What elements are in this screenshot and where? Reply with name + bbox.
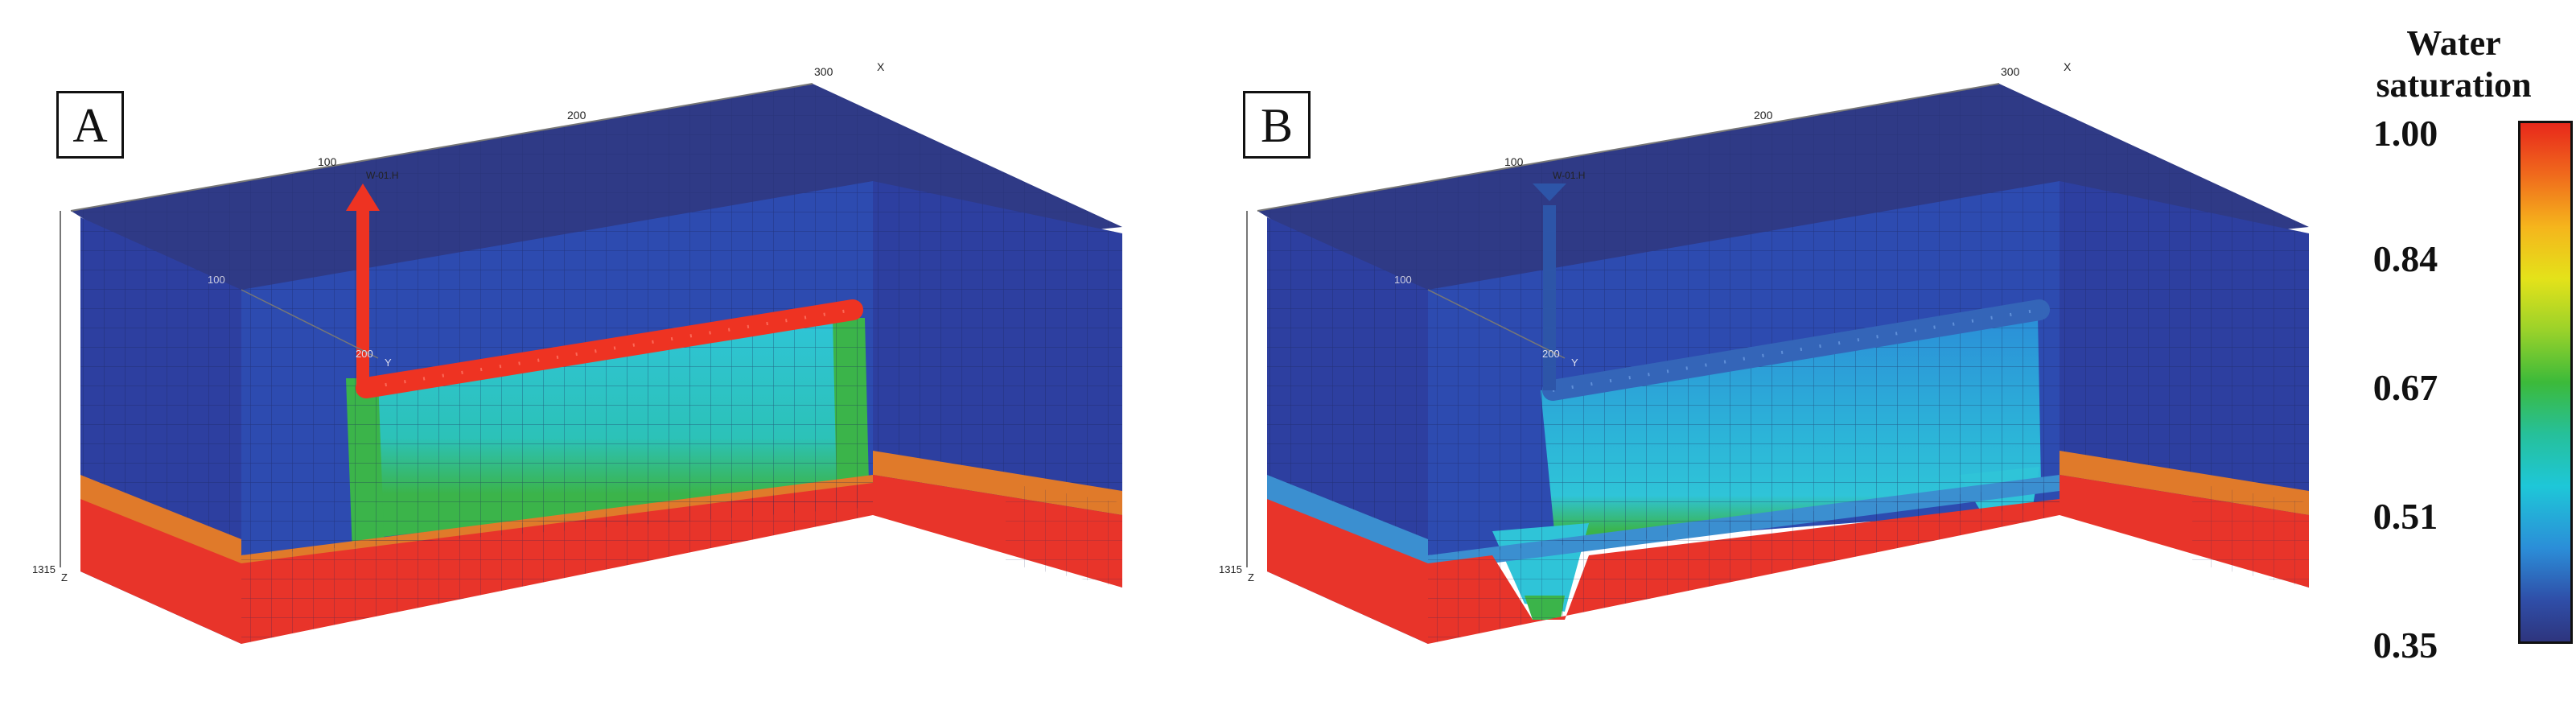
axis-x-label: X [877,60,885,73]
axis-y-label: Y [385,357,392,369]
tick-x3: 300 [2001,65,2020,78]
legend-tick-3: 0.67 [2372,367,2438,408]
legend-tick-max: 1.00 [2372,113,2438,154]
tick-z: 1315 [32,563,56,575]
tick-y1: 100 [1394,274,1412,286]
well-label: W-01.H [366,170,398,181]
reservoir-model-b: 100 200 300 X 100 200 Y 1315 Z W-01.H [1219,60,2309,644]
legend-tick-min: 0.35 [2372,625,2438,666]
well-funnel-icon [1533,183,1566,201]
tick-y2: 200 [1542,348,1560,360]
color-legend: Water saturation 1.00 0.84 0.67 0.51 0.3… [2333,0,2576,701]
well-pipe [356,208,369,393]
tick-x1: 100 [1504,155,1524,168]
axis-z-label: Z [61,571,68,583]
panel-b: 100 200 300 X 100 200 Y 1315 Z W-01.H B [1187,0,2329,701]
legend-title: Water saturation [2333,23,2574,106]
legend-title-line2: saturation [2376,65,2532,105]
tick-x1: 100 [318,155,337,168]
axis-y-label: Y [1571,357,1578,369]
well-arrow-icon [346,183,380,211]
well-pipe [1543,205,1556,390]
tick-y1: 100 [208,274,225,286]
tick-x2: 200 [567,109,586,122]
panel-label-a: A [56,91,124,159]
tick-z: 1315 [1219,563,1242,575]
legend-tick-4: 0.51 [2372,496,2438,537]
well-label: W-01.H [1553,170,1585,181]
tick-x2: 200 [1754,109,1773,122]
reservoir-model-a: 100 200 300 X 100 200 Y 1315 Z W-01.H [32,60,1122,644]
tick-x3: 300 [814,65,833,78]
axis-z-label: Z [1248,571,1254,583]
legend-colorbar [2518,121,2573,644]
panel-label-b: B [1243,91,1311,159]
tick-y2: 200 [356,348,373,360]
axis-x-label: X [2064,60,2072,73]
panel-a: 100 200 300 X 100 200 Y 1315 Z W-01.H A [0,0,1142,701]
horizontal-well [356,299,863,398]
legend-title-line1: Water [2406,23,2501,63]
horizontal-well [1542,299,2050,401]
legend-tick-2: 0.84 [2372,238,2438,279]
